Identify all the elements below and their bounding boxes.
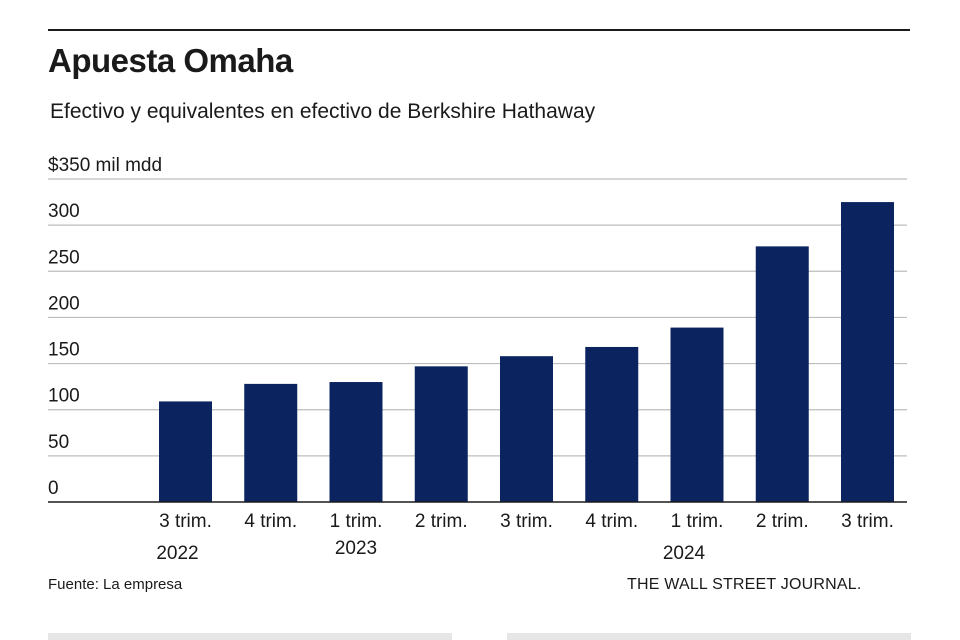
x-tick-label: 2 trim. — [756, 511, 809, 532]
x-tick-label: 4 trim. — [585, 511, 638, 532]
x-tick-label: 1 trim. — [671, 511, 724, 532]
chart-title: Apuesta Omaha — [48, 42, 293, 79]
y-tick-label: 50 — [48, 432, 69, 453]
bar — [841, 202, 894, 503]
x-tick-label: 3 trim. — [841, 511, 894, 532]
top-rule — [48, 29, 910, 31]
bar — [670, 327, 724, 502]
x-tick-label: 3 trim. — [500, 511, 553, 532]
publisher-credit: THE WALL STREET JOURNAL. — [627, 576, 862, 593]
bar — [414, 366, 468, 502]
x-tick-label: 2 trim. — [415, 511, 468, 532]
bar — [755, 246, 809, 502]
chart-subtitle: Efectivo y equivalentes en efectivo de B… — [50, 100, 596, 123]
y-tick-label: 300 — [48, 201, 80, 222]
y-tick-label: $350 mil mdd — [48, 155, 162, 176]
bar — [159, 401, 212, 502]
y-tick-label: 200 — [48, 293, 80, 314]
bar — [244, 383, 298, 502]
year-label: 2023 — [335, 538, 377, 559]
bar — [585, 346, 639, 502]
x-tick-label: 3 trim. — [159, 511, 212, 532]
bottom-strip-left — [48, 633, 452, 640]
y-tick-label: 150 — [48, 340, 80, 361]
year-label: 2022 — [156, 543, 198, 564]
source-note: Fuente: La empresa — [48, 576, 183, 593]
bottom-strip-right — [507, 633, 911, 640]
year-label: 2024 — [663, 543, 706, 564]
bar — [500, 356, 553, 502]
bar — [329, 382, 383, 502]
y-tick-label: 0 — [48, 478, 59, 499]
y-tick-label: 250 — [48, 247, 80, 268]
y-tick-label: 100 — [48, 386, 80, 407]
x-tick-label: 1 trim. — [330, 511, 383, 532]
x-tick-label: 4 trim. — [244, 511, 297, 532]
